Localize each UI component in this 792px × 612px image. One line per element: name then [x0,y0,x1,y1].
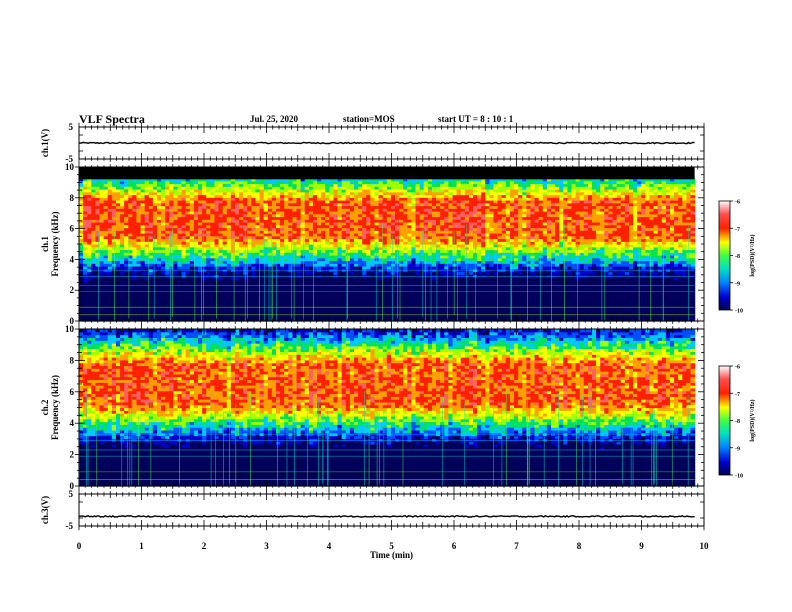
start-time-label: start UT = 8 : 10 : 1 [438,114,514,124]
y-axis-label: Frequency (kHz) [50,375,60,440]
y-tick-label: 2 [70,450,75,460]
x-tick-label: 4 [327,541,332,551]
y-tick-label: 2 [70,285,75,295]
y-tick-label: 0 [70,316,75,326]
y-axis-label: ch.1(V) [40,129,50,157]
y-tick-label: 5 [69,122,74,132]
ch3-waveform-trace [78,514,695,518]
colorbar-tick-label: -9 [735,281,740,287]
y-axis-label: Frequency (kHz) [50,211,60,276]
colorbar-tick-label: -8 [735,254,740,260]
colorbar-tick-label: -6 [735,200,740,206]
x-tick-label: 1 [139,541,144,551]
colorbar-tick-label: -10 [735,309,743,315]
colorbar-tick-label: -8 [735,419,740,425]
colorbar-tick-label: -7 [735,392,740,398]
ch2-spectrogram-image [79,329,696,487]
x-tick-label: 8 [577,541,582,551]
x-tick-label: 6 [452,541,457,551]
y-axis-label: ch.2 [40,399,50,415]
y-tick-label: 5 [69,489,74,499]
colorbar-tick-label: -6 [735,365,740,371]
x-tick-label: 10 [700,541,710,551]
colorbar-label: log(PSD)(V²/Hz) [749,234,756,276]
ch2-spectrogram-colorbar: -6 -7 -8 -9 -10 log(PSD)(V²/Hz) [718,365,756,480]
y-axis-label: ch.3(V) [40,496,50,524]
colorbar-tick-label: -9 [735,446,740,452]
date-label: Jul. 25, 2020 [250,114,299,124]
x-tick-label: 7 [514,541,519,551]
x-tick-label: 0 [77,541,82,551]
y-tick-label: 10 [65,162,75,172]
y-tick-label: 6 [70,387,75,397]
ch1-spectrogram-image [79,167,696,322]
station-label: station=MOS [343,114,395,124]
colorbar-tick-label: -7 [735,227,740,233]
y-tick-label: -5 [66,521,74,531]
ch1-spectrogram-saturated-band [79,167,695,180]
y-tick-label: 6 [70,224,75,234]
x-tick-label: 2 [202,541,207,551]
figure-title: VLF Spectra [79,112,145,126]
y-tick-label: 8 [70,355,75,365]
x-tick-label: 5 [389,541,394,551]
y-axis-label: ch.1 [40,236,50,252]
x-tick-label: 9 [639,541,644,551]
x-axis-label: Time (min) [370,550,413,560]
ch1-spectrogram-colorbar: -6 -7 -8 -9 -10 log(PSD)(V²/Hz) [718,200,756,315]
y-tick-label: -5 [66,154,74,164]
colorbar-tick-label: -10 [735,474,743,480]
y-tick-label: 0 [70,481,75,491]
x-tick-label: 3 [264,541,269,551]
y-tick-label: 10 [65,324,75,334]
y-tick-label: 4 [70,418,75,428]
colorbar-label: log(PSD)(V²/Hz) [749,399,756,441]
y-tick-label: 8 [70,193,75,203]
ch1-waveform-trace [78,141,695,145]
y-tick-label: 4 [70,254,75,264]
